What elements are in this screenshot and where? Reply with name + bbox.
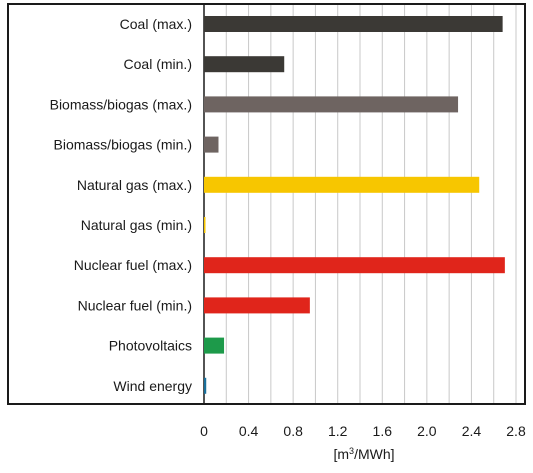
bar	[204, 257, 505, 274]
x-axis-title-sup: 3	[349, 446, 354, 456]
bar	[204, 377, 207, 394]
bar	[204, 217, 206, 233]
category-label: Natural gas (min.)	[81, 217, 192, 233]
category-label: Nuclear fuel (max.)	[74, 257, 192, 273]
x-axis-title-base: [m	[333, 446, 349, 462]
category-label: Biomass/biogas (min.)	[54, 137, 193, 153]
bar	[204, 96, 459, 113]
category-label: Coal (max.)	[120, 16, 192, 32]
x-tick-label: 1.6	[373, 423, 393, 439]
category-labels: Coal (max.) Coal (min.) Biomass/biogas (ma…	[50, 16, 192, 394]
x-tick-label: 2.8	[506, 423, 526, 439]
category-label: Nuclear fuel (min.)	[78, 297, 192, 313]
gridlines	[203, 4, 517, 404]
category-label: Coal (min.)	[124, 56, 192, 72]
bar	[204, 337, 225, 354]
plot-frame	[7, 3, 526, 405]
x-tick-label: 2.4	[462, 423, 482, 439]
x-tick-label: 2.0	[417, 423, 437, 439]
x-axis-title-rest: /MWh]	[354, 446, 394, 462]
bar	[204, 56, 285, 73]
bar	[204, 176, 480, 193]
bars	[204, 16, 505, 394]
bar	[204, 136, 219, 153]
category-label: Photovoltaics	[109, 338, 192, 354]
x-axis-ticks: 0 0.4 0.8 1.2 1.6 2.0 2.4 2.8	[200, 423, 526, 439]
category-label: Natural gas (max.)	[77, 177, 192, 193]
x-tick-label: 0.8	[283, 423, 303, 439]
x-tick-label: 0.4	[239, 423, 259, 439]
x-tick-label: 1.2	[328, 423, 348, 439]
x-tick-label: 0	[200, 423, 208, 439]
category-label: Biomass/biogas (max.)	[50, 96, 192, 112]
bar	[204, 16, 503, 32]
bar	[204, 297, 310, 314]
x-axis-title: [m3/MWh]	[333, 446, 394, 462]
category-label: Wind energy	[113, 378, 192, 394]
